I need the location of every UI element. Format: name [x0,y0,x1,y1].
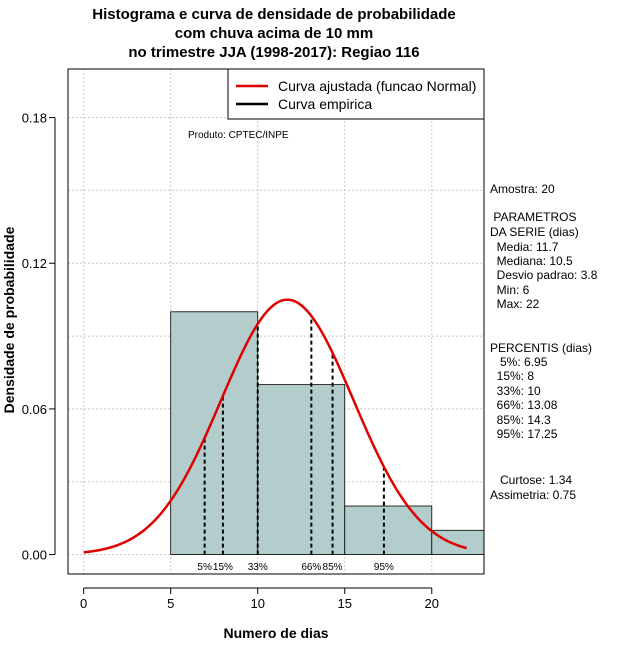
y-axis-title: Densidade de probabilidade [1,226,17,413]
stat-max: Max: 22 [490,297,540,311]
legend-box [227,68,485,120]
stat-p15: 15%: 8 [490,369,535,383]
stat-curtose: Curtose: 1.34 [490,473,573,487]
x-tick-label-0: 0 [80,596,87,611]
percentile-label-4: 85% [323,562,343,573]
histogram-bars [170,311,485,555]
percentile-label-0: 5% [197,562,212,573]
x-tick-label-2: 10 [250,596,264,611]
stat-media: Media: 11.7 [490,240,559,254]
x-axis-title: Numero de dias [223,625,328,641]
percentile-label-3: 66% [301,562,321,573]
y-tick-label-3: 0.18 [22,111,47,126]
stat-p66: 66%: 13.08 [490,398,558,412]
stat-desvio: Desvio padrao: 3.8 [490,268,598,282]
percentile-label-2: 33% [248,562,268,573]
legend-label-normal: Curva ajustada (funcao Normal) [278,78,476,94]
stat-param-sub: DA SERIE (dias) [490,225,579,239]
stat-param-title: PARAMETROS [490,210,577,224]
stat-pct-title: PERCENTIS (dias) [490,341,593,355]
y-tick-label-1: 0.06 [22,402,47,417]
chart-title-line-1: Histograma e curva de densidade de proba… [92,6,456,23]
histogram-bar-2 [344,505,433,555]
normal-curve-line [83,298,467,554]
stat-p85: 85%: 14.3 [490,413,551,427]
histogram-bar-1 [257,384,346,555]
percentile-label-1: 15% [213,562,233,573]
stat-p5: 5%: 6.95 [490,355,548,369]
percentile-lines: 5% 15% 33% 66% 85% 95% [197,315,394,573]
credit-text: Produto: CPTEC/INPE [188,130,289,141]
percentile-label-5: 95% [374,562,394,573]
y-tick-label-2: 0.12 [22,256,47,271]
x-tick-label-1: 5 [167,596,174,611]
legend: Curva ajustada (funcao Normal) Curva emp… [227,68,485,120]
axes: 0 5 10 15 20 0.00 0.06 0.12 0.18 [22,111,439,611]
x-tick-label-4: 20 [425,596,439,611]
y-tick-label-0: 0.00 [22,548,47,563]
legend-label-empirical: Curva empirica [278,96,372,112]
histogram-bar-3 [431,529,485,555]
chart-title-line-2: com chuva acima de 10 mm [174,25,374,42]
chart-title-line-3: no trimestre JJA (1998-2017): Regiao 116 [128,44,420,61]
stat-assimetria: Assimetria: 0.75 [490,488,577,502]
stat-mediana: Mediana: 10.5 [490,254,573,268]
stat-p95: 95%: 17.25 [490,427,558,441]
stat-p33: 33%: 10 [490,384,541,398]
stat-amostra: Amostra: 20 [490,182,555,196]
stat-min: Min: 6 [490,283,530,297]
x-tick-label-3: 15 [338,596,352,611]
